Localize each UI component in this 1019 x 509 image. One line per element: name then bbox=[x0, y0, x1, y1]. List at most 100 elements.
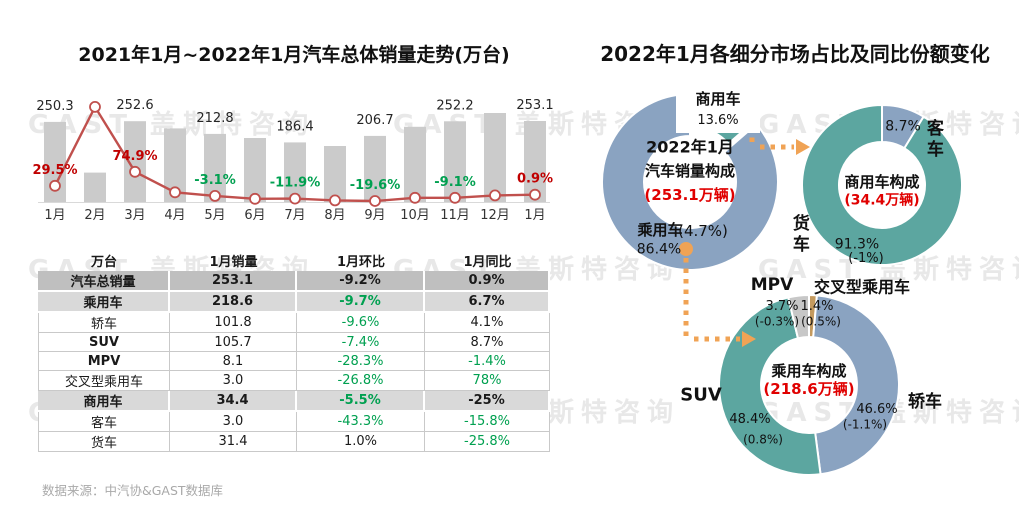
line-marker-12月-11 bbox=[489, 189, 501, 202]
x-tick-label: 5月 bbox=[204, 208, 225, 223]
line-marker-8月-7 bbox=[329, 194, 341, 207]
bar-value-label: 212.8 bbox=[196, 111, 233, 126]
cell-label: 货车 bbox=[38, 432, 170, 452]
data-source: 数据来源：中汽协&GAST数据库 bbox=[42, 483, 224, 498]
cell-yoy: -15.8% bbox=[425, 412, 550, 432]
table-row-3: SUV 105.7 -7.4% 8.7% bbox=[38, 333, 550, 352]
cell-mom: -7.4% bbox=[297, 333, 425, 352]
cell-mom: -43.3% bbox=[297, 412, 425, 432]
bar-10月-9 bbox=[404, 126, 426, 202]
cell-label: MPV bbox=[38, 352, 170, 371]
cell-mom: -26.8% bbox=[297, 371, 425, 391]
table-row-7: 客车 3.0 -43.3% -15.8% bbox=[38, 412, 550, 432]
donut-label-1-label: 乘用车 bbox=[637, 221, 683, 240]
table-header-row: 万台 1月销量 1月环比 1月同比 bbox=[38, 250, 550, 271]
donut-label-1-share_text: 46.6% bbox=[856, 402, 898, 418]
donut-label-2-yoy_text: (0.8%) bbox=[743, 432, 783, 447]
x-tick-label: 10月 bbox=[400, 208, 430, 223]
bar-3月-2 bbox=[124, 121, 146, 202]
donut-label-1-yoy_text: (4.7%) bbox=[678, 222, 728, 241]
donut-label-2-share_text: 48.4% bbox=[729, 412, 771, 428]
x-tick-label: 1月 bbox=[524, 208, 545, 223]
cell-label: 交叉型乘用车 bbox=[38, 371, 170, 391]
donut-charts bbox=[600, 84, 963, 476]
line-marker-7月-6 bbox=[289, 192, 301, 205]
x-tick-label: 6月 bbox=[244, 208, 265, 223]
line-marker-6月-5 bbox=[249, 192, 261, 205]
line-marker-1月-0 bbox=[49, 179, 61, 192]
pct-label: -11.9% bbox=[270, 176, 321, 191]
donut-label-2-title: 商用车构成 bbox=[844, 173, 920, 192]
cell-sales: 253.1 bbox=[170, 271, 297, 292]
cell-mom: -9.6% bbox=[297, 313, 425, 333]
donut-label-3-share_text: 3.7% bbox=[765, 299, 799, 315]
x-tick-label: 9月 bbox=[364, 208, 385, 223]
cell-sales: 101.8 bbox=[170, 313, 297, 333]
cell-yoy: -25.8% bbox=[425, 432, 550, 452]
cell-sales: 34.4 bbox=[170, 391, 297, 412]
bar-11月-10 bbox=[444, 121, 466, 202]
cell-label: SUV bbox=[38, 333, 170, 352]
donut-label-1-center_value: (253.1万辆) bbox=[644, 186, 736, 205]
line-marker-10月-9 bbox=[409, 191, 421, 204]
dotted-arrow-2 bbox=[683, 258, 740, 342]
bar-9月-8 bbox=[364, 135, 386, 202]
table-row-0: 汽车总销量 253.1 -9.2% 0.9% bbox=[38, 271, 550, 292]
bar-6月-5 bbox=[244, 138, 266, 202]
donut-label-1-label: 货车 bbox=[788, 214, 809, 256]
donut-label-0-label: 客车 bbox=[922, 119, 943, 161]
cell-sales: 8.1 bbox=[170, 352, 297, 371]
donut-label-0-share_text: 1.4% bbox=[800, 299, 834, 315]
cell-mom: -28.3% bbox=[297, 352, 425, 371]
left-chart-title: 2021年1月~2022年1月汽车总体销量走势(万台) bbox=[78, 44, 510, 66]
cell-mom: -9.7% bbox=[297, 292, 425, 313]
pct-label: 29.5% bbox=[32, 163, 77, 178]
cell-sales: 3.0 bbox=[170, 371, 297, 391]
donut-label-1-title_line1: 2022年1月 bbox=[646, 137, 734, 157]
cell-sales: 31.4 bbox=[170, 432, 297, 452]
pct-label: -9.1% bbox=[434, 175, 475, 190]
pct-label: -3.1% bbox=[194, 173, 235, 188]
line-marker-2月-1 bbox=[89, 100, 101, 113]
segment-sales-table: 万台 1月销量 1月环比 1月同比 汽车总销量 253.1 -9.2% 0.9% 乘用车… bbox=[38, 250, 550, 452]
cell-mom: 1.0% bbox=[297, 432, 425, 452]
line-marker-11月-10 bbox=[449, 191, 461, 204]
arrowhead-icon-1 bbox=[796, 139, 810, 155]
table-row-2: 轿车 101.8 -9.6% 4.1% bbox=[38, 313, 550, 333]
bar-5月-4 bbox=[204, 133, 226, 202]
bar-value-label: 253.1 bbox=[516, 98, 553, 113]
donut-label-0-yoy_text: (0.5%) bbox=[801, 314, 841, 329]
bar-1月-12 bbox=[524, 121, 546, 202]
cell-label: 轿车 bbox=[38, 313, 170, 333]
cell-label: 商用车 bbox=[38, 391, 170, 412]
right-chart-title: 2022年1月各细分市场占比及同比份额变化 bbox=[600, 42, 990, 66]
arrowhead-icon-2 bbox=[742, 331, 756, 347]
cell-sales: 3.0 bbox=[170, 412, 297, 432]
x-tick-label: 11月 bbox=[440, 208, 470, 223]
cell-yoy: 6.7% bbox=[425, 292, 550, 313]
cell-mom: -5.5% bbox=[297, 391, 425, 412]
donut-label-3-title: 乘用车构成 bbox=[771, 362, 847, 381]
line-marker-4月-3 bbox=[169, 186, 181, 199]
donut-label-3-yoy_text: (-0.3%) bbox=[754, 314, 800, 329]
bar-value-label: 206.7 bbox=[356, 113, 393, 128]
cell-yoy: 0.9% bbox=[425, 271, 550, 292]
x-tick-label: 8月 bbox=[324, 208, 345, 223]
donut-label-1-yoy_text: (-1%) bbox=[848, 251, 884, 267]
line-marker-3月-2 bbox=[129, 165, 141, 178]
x-tick-label: 2月 bbox=[84, 208, 105, 223]
bar-2月-1 bbox=[84, 172, 106, 202]
market-share-panel: 商用车 13.6% 2022年1月 汽车销量构成 (253.1万辆) 乘用车 (4.7%) 8… bbox=[570, 75, 1019, 509]
slice-货车 bbox=[801, 103, 963, 266]
bar-value-label: 250.3 bbox=[36, 99, 73, 114]
cell-mom: -9.2% bbox=[297, 271, 425, 292]
connector-dot-2 bbox=[679, 242, 693, 256]
line-marker-9月-8 bbox=[369, 195, 381, 207]
cell-label: 乘用车 bbox=[38, 292, 170, 313]
bar-value-label: 186.4 bbox=[276, 119, 313, 134]
line-marker-1月-12 bbox=[529, 188, 541, 201]
cell-yoy: -25% bbox=[425, 391, 550, 412]
x-tick-label: 1月 bbox=[44, 208, 65, 223]
cell-yoy: 4.1% bbox=[425, 313, 550, 333]
